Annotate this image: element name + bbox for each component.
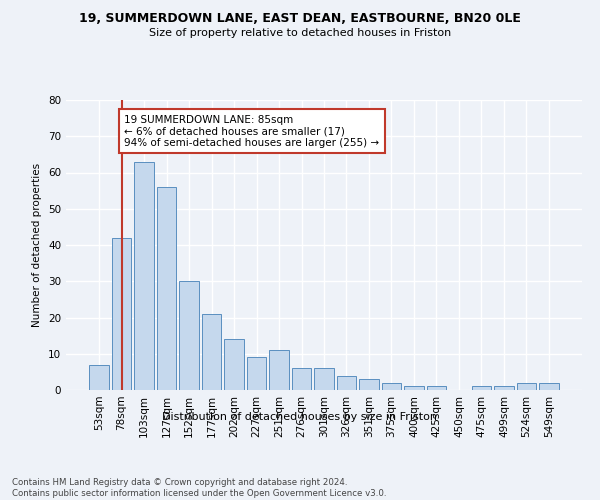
Bar	[134, 162, 154, 390]
Y-axis label: Number of detached properties: Number of detached properties	[32, 163, 43, 327]
Bar	[224, 339, 244, 390]
Bar	[404, 386, 424, 390]
Bar	[472, 386, 491, 390]
Text: 19, SUMMERDOWN LANE, EAST DEAN, EASTBOURNE, BN20 0LE: 19, SUMMERDOWN LANE, EAST DEAN, EASTBOUR…	[79, 12, 521, 26]
Bar	[382, 383, 401, 390]
Bar	[337, 376, 356, 390]
Text: 19 SUMMERDOWN LANE: 85sqm
← 6% of detached houses are smaller (17)
94% of semi-d: 19 SUMMERDOWN LANE: 85sqm ← 6% of detach…	[124, 114, 379, 148]
Text: Size of property relative to detached houses in Friston: Size of property relative to detached ho…	[149, 28, 451, 38]
Bar	[157, 187, 176, 390]
Bar	[112, 238, 131, 390]
Bar	[89, 364, 109, 390]
Bar	[427, 386, 446, 390]
Bar	[494, 386, 514, 390]
Bar	[202, 314, 221, 390]
Bar	[179, 281, 199, 390]
Text: Distribution of detached houses by size in Friston: Distribution of detached houses by size …	[163, 412, 437, 422]
Bar	[247, 358, 266, 390]
Bar	[539, 383, 559, 390]
Bar	[314, 368, 334, 390]
Bar	[517, 383, 536, 390]
Bar	[269, 350, 289, 390]
Bar	[359, 379, 379, 390]
Text: Contains HM Land Registry data © Crown copyright and database right 2024.
Contai: Contains HM Land Registry data © Crown c…	[12, 478, 386, 498]
Bar	[292, 368, 311, 390]
